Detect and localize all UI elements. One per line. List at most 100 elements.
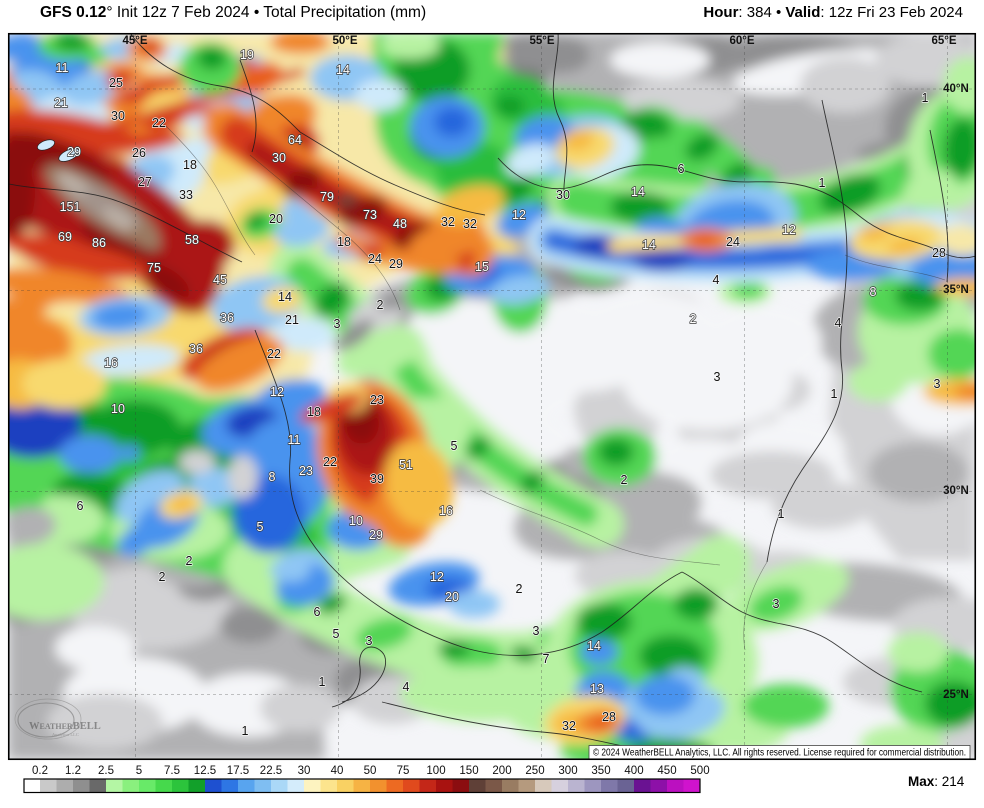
svg-text:18: 18 — [183, 158, 197, 172]
svg-text:27: 27 — [138, 175, 152, 189]
svg-text:3: 3 — [934, 377, 941, 391]
svg-text:7.5: 7.5 — [164, 765, 180, 777]
svg-text:6: 6 — [77, 499, 84, 513]
svg-text:22: 22 — [323, 455, 337, 469]
svg-text:18: 18 — [337, 235, 351, 249]
svg-text:150: 150 — [459, 765, 478, 777]
svg-text:5: 5 — [451, 439, 458, 453]
svg-text:29: 29 — [369, 528, 383, 542]
svg-text:14: 14 — [336, 63, 350, 77]
svg-text:200: 200 — [492, 765, 511, 777]
svg-text:50: 50 — [364, 765, 377, 777]
svg-text:5: 5 — [136, 765, 142, 777]
svg-text:45: 45 — [213, 273, 227, 287]
svg-text:16: 16 — [439, 504, 453, 518]
svg-text:33: 33 — [179, 188, 193, 202]
svg-text:4: 4 — [713, 273, 720, 287]
svg-text:0.2: 0.2 — [32, 765, 48, 777]
svg-text:69: 69 — [58, 230, 72, 244]
svg-text:350: 350 — [591, 765, 610, 777]
svg-text:14: 14 — [278, 290, 292, 304]
svg-text:1: 1 — [319, 675, 326, 689]
svg-text:14: 14 — [587, 639, 601, 653]
svg-text:14: 14 — [642, 238, 656, 252]
svg-text:65°E: 65°E — [931, 35, 956, 47]
svg-text:24: 24 — [726, 235, 740, 249]
svg-text:15: 15 — [475, 260, 489, 274]
svg-text:250: 250 — [525, 765, 544, 777]
svg-text:3: 3 — [533, 624, 540, 638]
svg-text:40: 40 — [331, 765, 344, 777]
svg-text:1: 1 — [819, 176, 826, 190]
svg-text:6: 6 — [314, 605, 321, 619]
svg-text:400: 400 — [624, 765, 643, 777]
svg-text:30: 30 — [272, 151, 286, 165]
svg-text:32: 32 — [441, 215, 455, 229]
svg-text:5: 5 — [333, 627, 340, 641]
svg-text:1: 1 — [831, 387, 838, 401]
svg-text:1: 1 — [922, 91, 929, 105]
svg-text:22.5: 22.5 — [260, 765, 282, 777]
svg-text:2: 2 — [690, 312, 697, 326]
svg-text:13: 13 — [590, 682, 604, 696]
svg-text:2: 2 — [621, 473, 628, 487]
svg-text:28: 28 — [602, 710, 616, 724]
svg-text:WEATHERBELL: WEATHERBELL — [29, 721, 101, 732]
svg-text:500: 500 — [690, 765, 709, 777]
svg-text:1.2: 1.2 — [65, 765, 81, 777]
svg-text:30: 30 — [298, 765, 311, 777]
svg-text:2: 2 — [159, 570, 166, 584]
svg-text:73: 73 — [363, 208, 377, 222]
svg-text:8: 8 — [870, 285, 877, 299]
svg-text:39: 39 — [370, 472, 384, 486]
svg-text:40°N: 40°N — [943, 83, 969, 95]
svg-text:20: 20 — [269, 212, 283, 226]
svg-text:19: 19 — [240, 48, 254, 62]
svg-text:86: 86 — [92, 236, 106, 250]
svg-text:22: 22 — [267, 347, 281, 361]
svg-text:300: 300 — [558, 765, 577, 777]
svg-text:4: 4 — [835, 316, 842, 330]
svg-text:2: 2 — [377, 298, 384, 312]
svg-text:18: 18 — [307, 405, 321, 419]
svg-text:24: 24 — [368, 252, 382, 266]
svg-text:50°E: 50°E — [332, 35, 357, 47]
svg-text:35°N: 35°N — [943, 284, 969, 296]
svg-text:4: 4 — [403, 680, 410, 694]
svg-text:25°N: 25°N — [943, 689, 969, 701]
svg-text:30°N: 30°N — [943, 485, 969, 497]
svg-text:100: 100 — [426, 765, 445, 777]
svg-text:3: 3 — [714, 370, 721, 384]
svg-text:3: 3 — [366, 634, 373, 648]
svg-text:75: 75 — [397, 765, 410, 777]
svg-text:17.5: 17.5 — [227, 765, 249, 777]
svg-text:51: 51 — [399, 458, 413, 472]
svg-text:22: 22 — [152, 116, 166, 130]
svg-text:23: 23 — [299, 464, 313, 478]
svg-text:20: 20 — [445, 590, 459, 604]
svg-text:48: 48 — [393, 217, 407, 231]
svg-text:151: 151 — [60, 200, 81, 214]
svg-text:Analytics LLC: Analytics LLC — [52, 732, 79, 737]
svg-text:29: 29 — [67, 145, 81, 159]
svg-text:12: 12 — [270, 385, 284, 399]
svg-text:Max: 214: Max: 214 — [908, 774, 965, 789]
svg-text:2.5: 2.5 — [98, 765, 114, 777]
svg-text:23: 23 — [370, 393, 384, 407]
svg-text:1: 1 — [778, 507, 785, 521]
svg-text:64: 64 — [288, 133, 302, 147]
svg-text:11: 11 — [56, 61, 69, 75]
svg-text:3: 3 — [773, 597, 780, 611]
svg-text:21: 21 — [54, 96, 68, 110]
svg-text:2: 2 — [516, 582, 523, 596]
svg-text:12: 12 — [512, 208, 526, 222]
svg-text:60°E: 60°E — [729, 35, 754, 47]
svg-text:7: 7 — [543, 652, 550, 666]
svg-text:10: 10 — [111, 402, 125, 416]
svg-text:16: 16 — [104, 356, 118, 370]
svg-text:12.5: 12.5 — [194, 765, 216, 777]
svg-text:10: 10 — [349, 514, 363, 528]
svg-text:11: 11 — [288, 433, 301, 447]
svg-text:36: 36 — [220, 311, 234, 325]
svg-text:26: 26 — [132, 146, 146, 160]
